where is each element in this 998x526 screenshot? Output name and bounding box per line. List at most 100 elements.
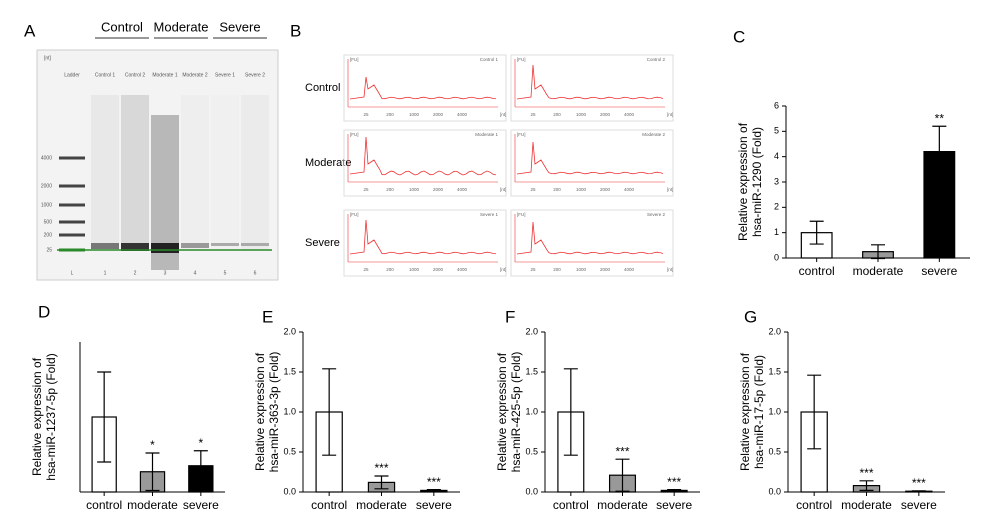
lane-band — [211, 243, 239, 246]
trace-line — [516, 64, 664, 100]
x-unit: [nt] — [500, 267, 506, 272]
y-axis-label: Relative expression of — [736, 122, 750, 241]
lane-label: Severe 1 — [215, 72, 235, 78]
x-tick-label: 200 — [386, 267, 394, 272]
lane-label: Control 1 — [95, 72, 116, 78]
y-unit: [FU] — [350, 57, 359, 62]
panel-label: E — [262, 307, 273, 326]
x-tick-label: 2000 — [600, 187, 611, 192]
y-tick-label: 4 — [774, 151, 779, 161]
x-tick-label: 4000 — [457, 112, 468, 117]
ladder-label: 4000 — [41, 155, 52, 161]
significance: *** — [859, 466, 873, 480]
trace-title: Moderate 2 — [642, 132, 665, 137]
x-tick-label: 200 — [553, 187, 561, 192]
error-bar — [322, 368, 337, 456]
x-tick-label: moderate — [841, 498, 892, 512]
significance: *** — [427, 475, 441, 489]
error-bar — [97, 371, 112, 463]
error-bar — [809, 220, 824, 245]
y-tick-label: 1.0 — [768, 406, 781, 416]
y-tick-label: 1.5 — [283, 366, 296, 376]
lane — [181, 95, 209, 250]
lane — [211, 95, 239, 250]
y-tick-label: 0.5 — [283, 446, 296, 456]
x-tick-label: 25 — [363, 112, 369, 117]
ladder-band — [59, 220, 85, 224]
x-tick-label: moderate — [356, 498, 407, 512]
lane — [91, 95, 119, 250]
lane-band — [241, 243, 269, 246]
y-unit: [FU] — [517, 212, 526, 217]
trace-title: Moderate 1 — [475, 132, 498, 137]
x-tick-label: 200 — [386, 112, 394, 117]
y-axis-label: hsa-miR-1237-5p (Fold) — [44, 353, 58, 480]
y-tick-label: 1.5 — [768, 366, 781, 376]
ladder-band — [59, 184, 85, 188]
lane-number: 4 — [194, 270, 197, 276]
y-tick-label: 5 — [774, 126, 779, 136]
significance: * — [198, 436, 203, 450]
x-tick-label: 25 — [530, 187, 536, 192]
x-tick-label: 25 — [363, 267, 369, 272]
lane-band — [91, 243, 119, 249]
lane-number: 3 — [164, 270, 167, 276]
x-tick-label: moderate — [127, 498, 178, 512]
x-tick-label: severe — [183, 498, 219, 512]
panel-label: G — [744, 307, 757, 326]
error-bar — [145, 452, 160, 492]
row-label: Moderate — [305, 157, 351, 169]
lane-band — [181, 243, 209, 248]
trace-line — [349, 219, 497, 255]
x-tick-label: moderate — [853, 264, 904, 278]
lane-number: 6 — [254, 270, 257, 276]
significance: *** — [912, 476, 926, 490]
y-axis-label: hsa-miR-17-5p (Fold) — [752, 355, 766, 469]
x-tick-label: 4000 — [457, 187, 468, 192]
gel-unit: [nt] — [44, 55, 52, 61]
x-tick-label: 200 — [553, 267, 561, 272]
x-unit: [nt] — [500, 112, 506, 117]
lane-label: Severe 2 — [245, 72, 265, 78]
x-tick-label: 25 — [530, 267, 536, 272]
lane-number: 5 — [224, 270, 227, 276]
ladder-band — [59, 203, 85, 207]
y-tick-label: 2.0 — [768, 326, 781, 336]
panel-label: D — [38, 302, 50, 321]
trace-title: Severe 1 — [480, 212, 499, 217]
x-tick-label: 2000 — [433, 187, 444, 192]
lane-label: Moderate 1 — [152, 72, 178, 78]
y-tick-label: 1.0 — [525, 406, 538, 416]
x-tick-label: 4000 — [624, 187, 635, 192]
ladder-band — [59, 156, 85, 160]
y-tick-label: 0.0 — [768, 486, 781, 496]
x-tick-label: 200 — [553, 112, 561, 117]
x-tick-label: 25 — [530, 112, 536, 117]
error-bar — [374, 475, 389, 490]
y-unit: [FU] — [517, 57, 526, 62]
ladder-label: 2000 — [41, 183, 52, 189]
group-header: Severe — [219, 19, 260, 34]
lane-label: Moderate 2 — [182, 72, 208, 78]
row-label: Severe — [305, 237, 340, 249]
y-tick-label: 3 — [774, 176, 779, 186]
y-axis-label: hsa-miR-425-5p (Fold) — [509, 352, 523, 473]
y-tick-label: 0.5 — [768, 446, 781, 456]
error-bar — [667, 489, 682, 492]
lane — [241, 95, 269, 250]
x-tick-label: moderate — [597, 498, 648, 512]
y-unit: [FU] — [350, 132, 359, 137]
lane-number: L — [71, 270, 74, 276]
x-tick-label: 4000 — [624, 267, 635, 272]
y-axis-label: Relative expression of — [495, 352, 509, 471]
y-axis-label: hsa-miR-363-3p (Fold) — [267, 352, 281, 473]
panel-label: C — [733, 27, 745, 46]
x-tick-label: 1000 — [576, 112, 587, 117]
y-unit: [FU] — [517, 132, 526, 137]
trace-frame — [343, 54, 507, 122]
panel-label: F — [505, 307, 515, 326]
lane-band — [151, 243, 179, 253]
x-tick-label: 1000 — [409, 187, 420, 192]
x-tick-label: 2000 — [600, 267, 611, 272]
